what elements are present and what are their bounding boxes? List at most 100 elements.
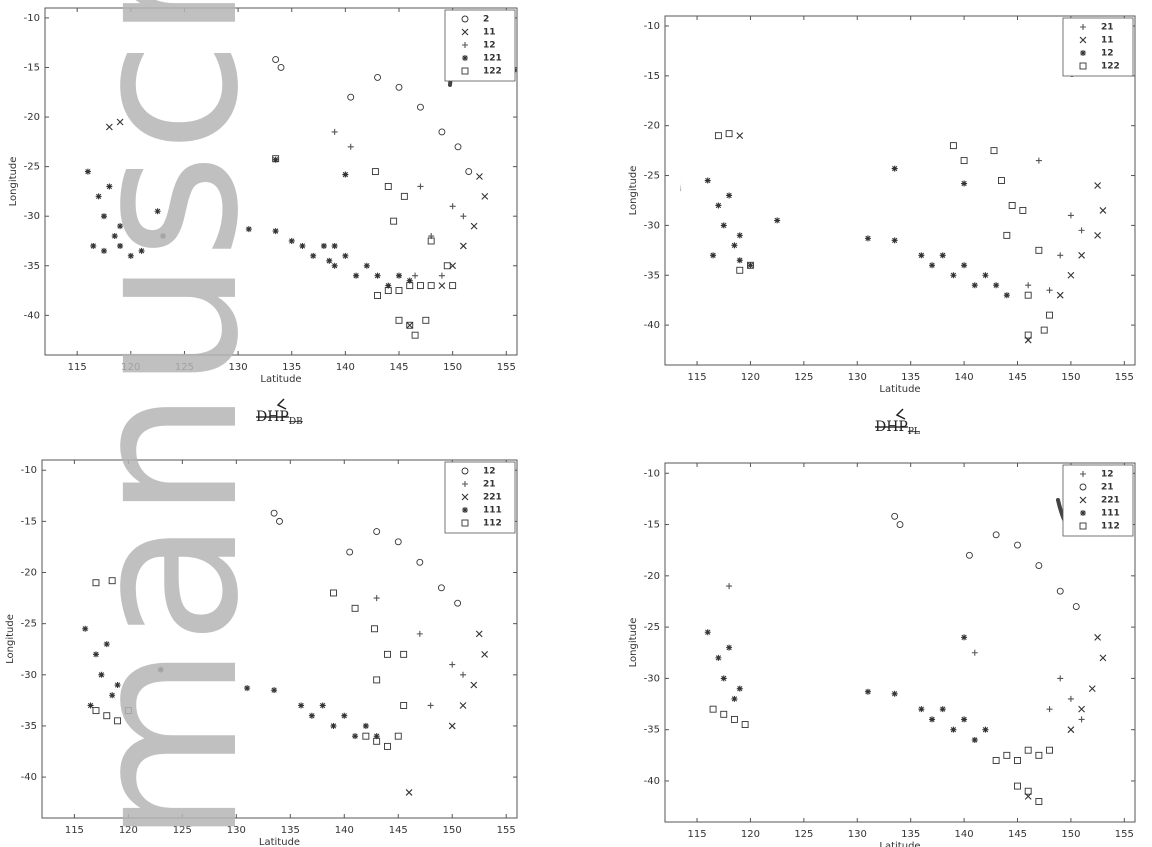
- marker: [993, 282, 1000, 289]
- marker: [1040, 326, 1048, 334]
- x-tick-label: 135: [901, 372, 920, 383]
- legend-label: 12: [483, 467, 496, 477]
- marker: [154, 208, 161, 215]
- marker: [347, 93, 355, 101]
- marker: [400, 650, 408, 658]
- marker: [271, 687, 278, 694]
- marker: [736, 132, 744, 140]
- marker: [330, 589, 337, 597]
- marker: [371, 625, 378, 633]
- x-tick-label: 140: [335, 825, 354, 836]
- legend-label: 112: [1101, 522, 1120, 532]
- x-tick-label: 125: [173, 825, 192, 836]
- marker: [299, 242, 306, 249]
- annotation-text: DHP: [875, 419, 908, 435]
- legend-marker: [1080, 50, 1086, 56]
- marker: [918, 252, 925, 259]
- marker: [384, 183, 392, 190]
- legend-marker: [461, 67, 469, 75]
- marker: [1024, 331, 1032, 339]
- marker: [747, 261, 754, 269]
- marker: [98, 671, 105, 678]
- y-axis-label: Longitude: [628, 618, 639, 668]
- x-tick-label: 155: [497, 825, 516, 836]
- marker: [720, 675, 727, 682]
- x-axis-label: Latitude: [879, 841, 920, 847]
- marker: [84, 168, 91, 175]
- marker: [396, 272, 402, 279]
- plot-frame: [664, 462, 1136, 823]
- marker: [92, 651, 99, 658]
- marker: [160, 233, 166, 240]
- marker: [374, 272, 381, 279]
- marker: [1046, 311, 1053, 319]
- marker: [417, 103, 424, 111]
- marker: [939, 706, 946, 713]
- legend-label: 12: [1101, 49, 1114, 59]
- marker: [454, 599, 462, 607]
- y-axis-label: Longitude: [8, 157, 19, 207]
- legend-marker: [461, 28, 469, 36]
- marker: [412, 272, 419, 279]
- marker: [330, 722, 337, 729]
- marker: [395, 83, 403, 91]
- x-axis-label: Latitude: [260, 374, 301, 385]
- marker: [1008, 202, 1016, 209]
- marker: [961, 716, 968, 723]
- marker: [394, 538, 402, 546]
- marker: [982, 272, 989, 279]
- marker: [459, 242, 467, 250]
- marker: [101, 247, 107, 254]
- marker: [704, 177, 711, 184]
- marker: [114, 682, 121, 689]
- legend-label: 12: [1101, 470, 1114, 480]
- marker: [124, 707, 132, 715]
- marker: [1014, 541, 1021, 549]
- legend-marker: [1079, 36, 1087, 44]
- marker: [1003, 751, 1011, 759]
- y-tick-label: -30: [24, 211, 40, 222]
- x-tick-label: 115: [65, 825, 84, 836]
- y-tick-label: -40: [24, 310, 40, 321]
- y-tick-label: -35: [24, 261, 40, 272]
- marker: [109, 692, 116, 699]
- y-axis-label: Longitude: [628, 166, 639, 216]
- marker: [427, 702, 434, 709]
- marker: [1067, 726, 1075, 734]
- marker: [736, 266, 744, 274]
- marker: [1099, 654, 1107, 662]
- legend-marker: [1080, 24, 1086, 30]
- marker: [443, 262, 451, 270]
- marker: [385, 282, 392, 289]
- marker: [438, 272, 445, 279]
- marker: [117, 242, 124, 249]
- annotation: DHPPL: [875, 419, 920, 437]
- legend-box: [444, 461, 516, 534]
- x-tick-label: 135: [282, 362, 301, 373]
- legend-marker: [1079, 62, 1087, 70]
- x-tick-label: 115: [687, 829, 706, 840]
- marker: [726, 583, 733, 590]
- legend-label: 122: [1101, 62, 1120, 72]
- x-tick-label: 120: [741, 829, 760, 840]
- marker: [481, 650, 489, 658]
- marker: [454, 143, 462, 151]
- marker: [715, 654, 722, 661]
- plot-frame: [664, 15, 1136, 366]
- marker: [1099, 207, 1107, 214]
- marker: [422, 316, 430, 324]
- x-tick-label: 135: [901, 829, 920, 840]
- marker: [929, 262, 936, 269]
- marker: [395, 287, 403, 295]
- annotation-subscript: DB: [289, 417, 303, 427]
- marker: [103, 712, 111, 720]
- marker: [1035, 798, 1043, 805]
- marker: [298, 702, 305, 709]
- y-tick-label: -40: [644, 776, 660, 787]
- marker: [961, 634, 968, 641]
- annotation-mark: [895, 408, 906, 420]
- marker: [373, 676, 381, 684]
- marker: [992, 757, 1000, 764]
- marker: [1003, 292, 1010, 299]
- legend-box: [1062, 17, 1134, 77]
